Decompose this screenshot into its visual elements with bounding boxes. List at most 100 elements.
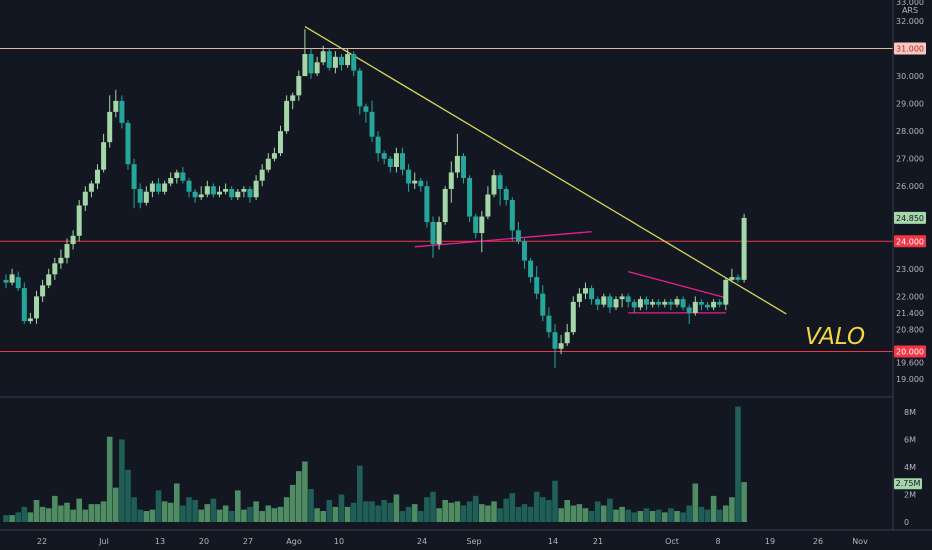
candle-body bbox=[259, 169, 265, 181]
candle-body bbox=[290, 95, 296, 101]
candle-body bbox=[137, 188, 143, 203]
volume-bar bbox=[161, 501, 168, 522]
price-tick-label: 23.000 bbox=[896, 265, 924, 274]
price-tick-label: 27.000 bbox=[896, 155, 924, 164]
candle-body bbox=[326, 51, 332, 68]
volume-bar bbox=[283, 497, 290, 522]
candle-body bbox=[509, 200, 515, 231]
volume-bar bbox=[259, 511, 265, 522]
candle-body bbox=[357, 70, 363, 107]
volume-bar bbox=[70, 509, 76, 522]
candle-body bbox=[40, 285, 46, 297]
candle-body bbox=[491, 175, 497, 195]
volume-bar bbox=[21, 506, 28, 522]
candle-body bbox=[88, 183, 94, 192]
volume-bar bbox=[3, 515, 9, 522]
candle-body bbox=[332, 56, 338, 68]
volume-tick-label: 0 bbox=[904, 518, 909, 527]
candle-body bbox=[296, 76, 302, 96]
candle-body bbox=[217, 191, 222, 195]
candle-body bbox=[705, 304, 710, 308]
volume-bar bbox=[607, 498, 613, 522]
volume-bar bbox=[527, 506, 534, 522]
candle-body bbox=[644, 299, 649, 305]
volume-bar bbox=[9, 515, 15, 522]
volume-bar bbox=[277, 506, 284, 522]
volume-bar bbox=[631, 512, 638, 522]
trend-line-downtrend bbox=[304, 25, 787, 315]
volume-bar bbox=[241, 509, 247, 522]
volume-bar bbox=[643, 508, 650, 522]
volume-bar bbox=[320, 511, 326, 522]
time-axis[interactable]: 22 Jul 13 20 27 Ago 10 24 Sep 14 21 Oct 8 19 26 Nov bbox=[37, 537, 868, 546]
candle-body bbox=[198, 194, 204, 198]
volume-bar bbox=[350, 502, 357, 522]
candle-body bbox=[235, 191, 241, 198]
trend-line-triangle-top bbox=[628, 270, 726, 299]
volume-bar bbox=[533, 491, 540, 522]
time-tick-label: Nov bbox=[852, 537, 868, 546]
candle-body bbox=[107, 111, 113, 143]
level-price-label: 24.000 bbox=[896, 237, 924, 246]
volume-bar bbox=[460, 505, 467, 522]
volume-bar bbox=[497, 508, 503, 522]
volume-bar bbox=[289, 484, 296, 522]
candle-body bbox=[698, 301, 704, 305]
volume-bar bbox=[137, 509, 143, 522]
candle-body bbox=[570, 301, 576, 333]
currency-label: ARS bbox=[902, 6, 918, 15]
candle-body bbox=[101, 142, 107, 170]
volume-tick-label: 2M bbox=[904, 491, 916, 500]
volume-bar bbox=[729, 497, 735, 522]
price-tick-label: 26.000 bbox=[896, 182, 924, 191]
volume-bar bbox=[430, 491, 436, 522]
volume-bar bbox=[27, 512, 34, 522]
level-price-label: 31.000 bbox=[896, 45, 924, 54]
volume-bar bbox=[546, 500, 552, 522]
last-price-label: 24.850 bbox=[896, 214, 924, 223]
last-volume-label: 2.75M bbox=[896, 479, 921, 488]
volume-bar bbox=[155, 490, 162, 522]
candle-body bbox=[558, 343, 564, 349]
candle-body bbox=[186, 180, 192, 192]
volume-bar bbox=[82, 509, 89, 522]
volume-bar bbox=[204, 504, 211, 522]
time-tick-label: 24 bbox=[417, 537, 427, 546]
candle-body bbox=[467, 177, 473, 217]
volume-bar bbox=[393, 494, 400, 522]
volume-bar bbox=[119, 439, 125, 522]
candle-body bbox=[436, 222, 442, 245]
candle-body bbox=[454, 155, 460, 173]
time-tick-label: 19 bbox=[765, 537, 775, 546]
volume-bar bbox=[369, 501, 375, 522]
candle-body bbox=[418, 180, 424, 187]
candle-body bbox=[351, 54, 357, 71]
candle-body bbox=[424, 186, 430, 223]
candle-body bbox=[339, 56, 344, 66]
candle-body bbox=[192, 191, 198, 198]
volume-bar bbox=[198, 509, 204, 522]
candle-body bbox=[82, 191, 88, 206]
volume-bar bbox=[613, 509, 619, 522]
volume-bar bbox=[33, 500, 40, 522]
candle-body bbox=[9, 274, 15, 283]
volume-bar bbox=[448, 502, 455, 522]
volume-axis[interactable]: 8M 6M 4M 2M 0 2.75M bbox=[894, 408, 922, 527]
annotation-text: VALO bbox=[805, 324, 865, 350]
volume-bar bbox=[735, 406, 741, 522]
volume-bar bbox=[436, 508, 442, 522]
price-tick-label: 22.000 bbox=[896, 292, 924, 301]
candle-body bbox=[34, 296, 39, 319]
volume-bar bbox=[332, 506, 339, 522]
trend-line-support-wedge-1 bbox=[414, 231, 592, 248]
candle-body bbox=[3, 279, 9, 283]
volume-bar bbox=[674, 511, 680, 522]
candle-body bbox=[369, 111, 375, 137]
volume-bar bbox=[271, 508, 278, 522]
trend-lines bbox=[304, 25, 787, 315]
volume-bar bbox=[149, 509, 156, 522]
candle-body bbox=[253, 180, 259, 198]
candle-body bbox=[442, 188, 448, 223]
